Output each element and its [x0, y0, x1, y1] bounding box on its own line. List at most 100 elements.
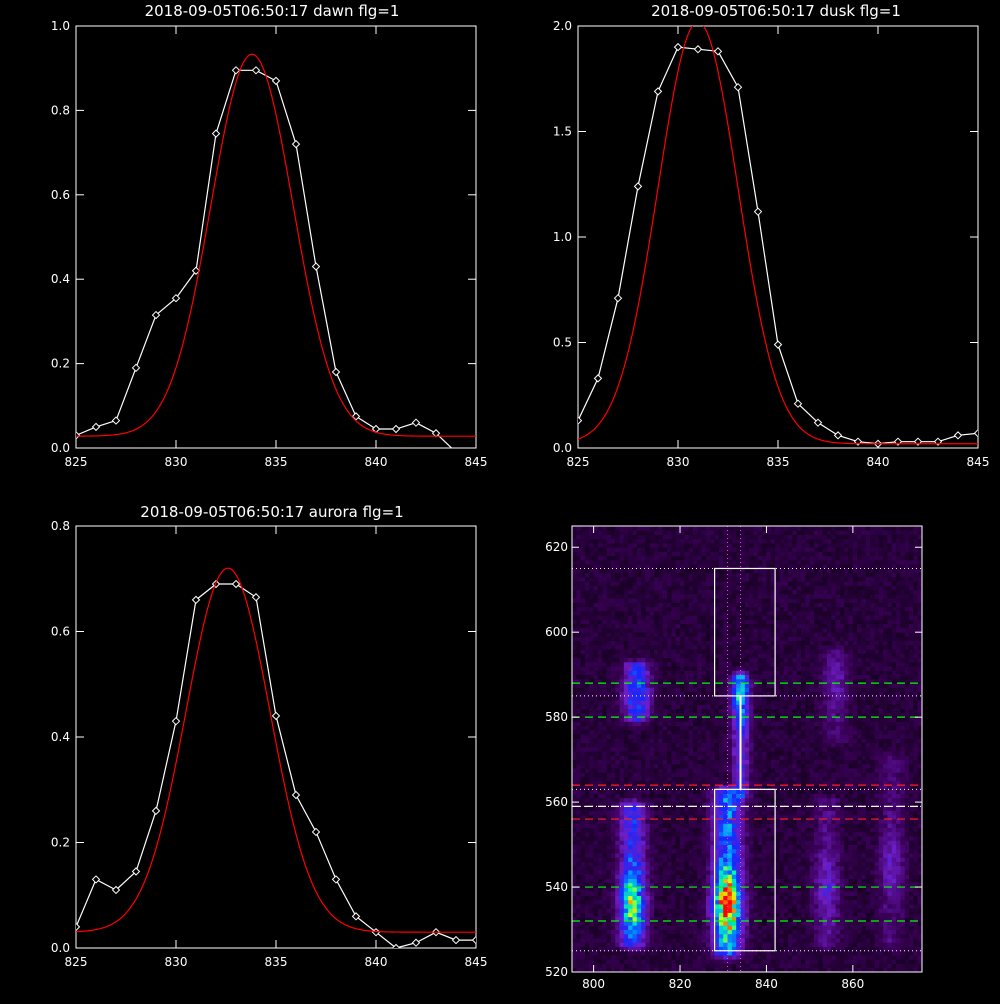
- image-cell: [581, 585, 586, 590]
- image-cell: [589, 819, 594, 824]
- image-cell: [576, 641, 581, 646]
- image-cell: [594, 585, 599, 590]
- image-cell: [572, 874, 577, 879]
- image-cell: [762, 607, 767, 612]
- image-cell: [602, 535, 607, 540]
- image-cell: [710, 738, 715, 743]
- image-cell: [676, 704, 681, 709]
- image-cell: [632, 738, 637, 743]
- image-cell: [728, 760, 733, 765]
- image-cell: [732, 687, 737, 692]
- image-cell: [706, 870, 711, 875]
- image-cell: [585, 845, 590, 850]
- image-cell: [572, 585, 577, 590]
- image-cell: [611, 556, 616, 561]
- image-cell: [676, 619, 681, 624]
- image-cell: [637, 560, 642, 565]
- image-cell: [581, 942, 586, 947]
- image-cell: [745, 755, 750, 760]
- image-cell: [689, 955, 694, 960]
- image-cell: [585, 547, 590, 552]
- image-cell: [745, 768, 750, 773]
- image-cell: [753, 849, 758, 854]
- image-cell: [762, 921, 767, 926]
- image-cell: [581, 857, 586, 862]
- image-cell: [667, 789, 672, 794]
- dawn-ytick-label: 1.0: [51, 19, 70, 33]
- image-cell: [676, 535, 681, 540]
- image-cell: [745, 951, 750, 956]
- image-cell: [637, 955, 642, 960]
- image-cell: [741, 560, 746, 565]
- image-cell: [702, 760, 707, 765]
- image-cell: [667, 849, 672, 854]
- image-cell: [611, 811, 616, 816]
- image-cell: [576, 636, 581, 641]
- image-cell: [576, 590, 581, 595]
- image-cell: [663, 636, 668, 641]
- image-cell: [611, 913, 616, 918]
- image-cell: [624, 666, 629, 671]
- image-cell: [624, 768, 629, 773]
- image-cell: [745, 721, 750, 726]
- image-cell: [628, 760, 633, 765]
- image-cell: [728, 560, 733, 565]
- image-cell: [697, 747, 702, 752]
- image-cell: [581, 879, 586, 884]
- image-cell: [598, 964, 603, 969]
- image-cell: [728, 556, 733, 561]
- image-cell: [607, 598, 612, 603]
- image-cell: [576, 624, 581, 629]
- image-cell: [680, 828, 685, 833]
- image-cell: [637, 611, 642, 616]
- image-cell: [658, 551, 663, 556]
- image-cell: [594, 951, 599, 956]
- image-cell: [607, 938, 612, 943]
- image-cell: [572, 930, 577, 935]
- image-cell: [745, 853, 750, 858]
- image-cell: [628, 624, 633, 629]
- image-cell: [745, 670, 750, 675]
- image-cell: [654, 738, 659, 743]
- image-cell: [620, 866, 625, 871]
- image-cell: [581, 675, 586, 680]
- image-cell: [611, 959, 616, 964]
- image-cell: [684, 556, 689, 561]
- image-cell: [745, 942, 750, 947]
- image-cell: [589, 760, 594, 765]
- image-cell: [706, 560, 711, 565]
- image-cell: [715, 853, 720, 858]
- image-cell: [602, 891, 607, 896]
- image-cell: [632, 849, 637, 854]
- image-cell: [732, 853, 737, 858]
- image-cell: [719, 930, 724, 935]
- image-cell: [671, 607, 676, 612]
- image-cell: [723, 917, 728, 922]
- image-cell: [585, 632, 590, 637]
- image-cell: [585, 560, 590, 565]
- image-cell: [762, 862, 767, 867]
- image-cell: [620, 704, 625, 709]
- image-cell: [594, 726, 599, 731]
- image-cell: [658, 619, 663, 624]
- image-cell: [607, 683, 612, 688]
- image-cell: [723, 687, 728, 692]
- image-cell: [758, 696, 763, 701]
- image-cell: [598, 649, 603, 654]
- image-cell: [645, 560, 650, 565]
- image-cell: [745, 734, 750, 739]
- image-cell: [732, 870, 737, 875]
- image-cell: [598, 930, 603, 935]
- image-cell: [728, 594, 733, 599]
- image-cell: [758, 700, 763, 705]
- image-cell: [624, 535, 629, 540]
- image-cell: [702, 887, 707, 892]
- image-cell: [611, 751, 616, 756]
- image-cell: [766, 942, 771, 947]
- image-cell: [650, 853, 655, 858]
- image-cell: [684, 619, 689, 624]
- image-cell: [620, 883, 625, 888]
- image-cell: [753, 539, 758, 544]
- image-cell: [645, 802, 650, 807]
- image-cell: [766, 649, 771, 654]
